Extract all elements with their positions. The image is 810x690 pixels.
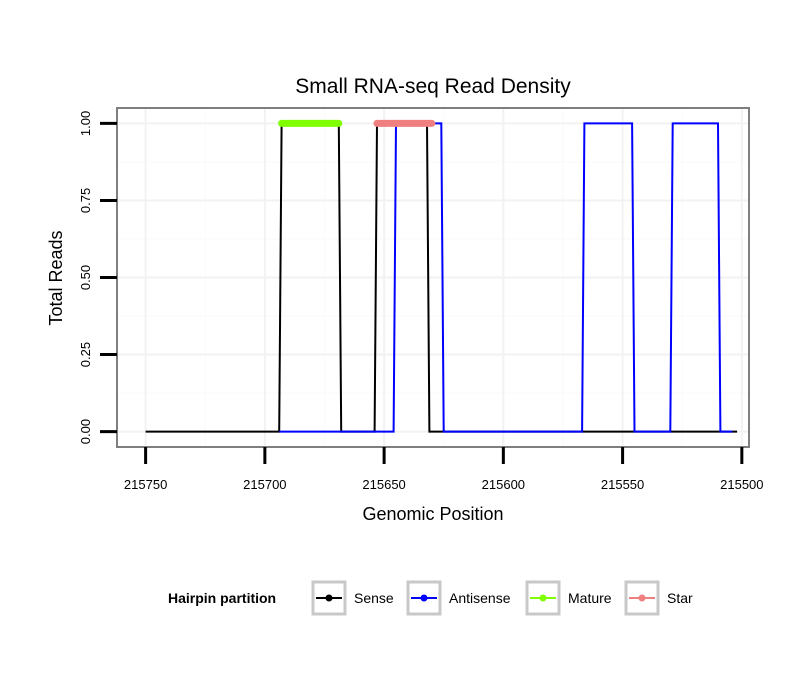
x-axis: 215750 215700 215650 215600 215550 215500: [124, 447, 764, 492]
legend-key-point-sense: [325, 594, 333, 602]
y-axis: 0.00 0.25 0.50 0.75 1.00: [78, 111, 117, 444]
legend: Hairpin partition Sense Antisense Mature St…: [168, 580, 693, 616]
x-tick-label: 215550: [601, 477, 644, 492]
y-tick-label: 0.25: [78, 342, 93, 367]
legend-label-sense: Sense: [354, 590, 394, 606]
chart-title: Small RNA-seq Read Density: [295, 75, 571, 98]
legend-label-star: Star: [667, 590, 693, 606]
y-axis-title: Total Reads: [46, 230, 66, 325]
legend-title: Hairpin partition: [168, 590, 276, 606]
legend-label-mature: Mature: [568, 590, 612, 606]
series-layer: [145, 119, 738, 433]
x-axis-title: Genomic Position: [362, 504, 503, 524]
x-tick-label: 215650: [362, 477, 405, 492]
plot-panel: [116, 107, 750, 448]
x-tick-label: 215750: [124, 477, 167, 492]
legend-key-point-star: [638, 594, 646, 602]
x-tick-label: 215600: [482, 477, 525, 492]
y-tick-label: 0.50: [78, 265, 93, 290]
y-tick-label: 0.75: [78, 188, 93, 213]
legend-key-point-mature: [539, 594, 547, 602]
y-tick-label: 1.00: [78, 111, 93, 136]
y-tick-label: 0.00: [78, 419, 93, 444]
x-tick-label: 215500: [720, 477, 763, 492]
x-tick-label: 215700: [243, 477, 286, 492]
legend-key-point-antisense: [420, 594, 428, 602]
legend-label-antisense: Antisense: [449, 590, 511, 606]
